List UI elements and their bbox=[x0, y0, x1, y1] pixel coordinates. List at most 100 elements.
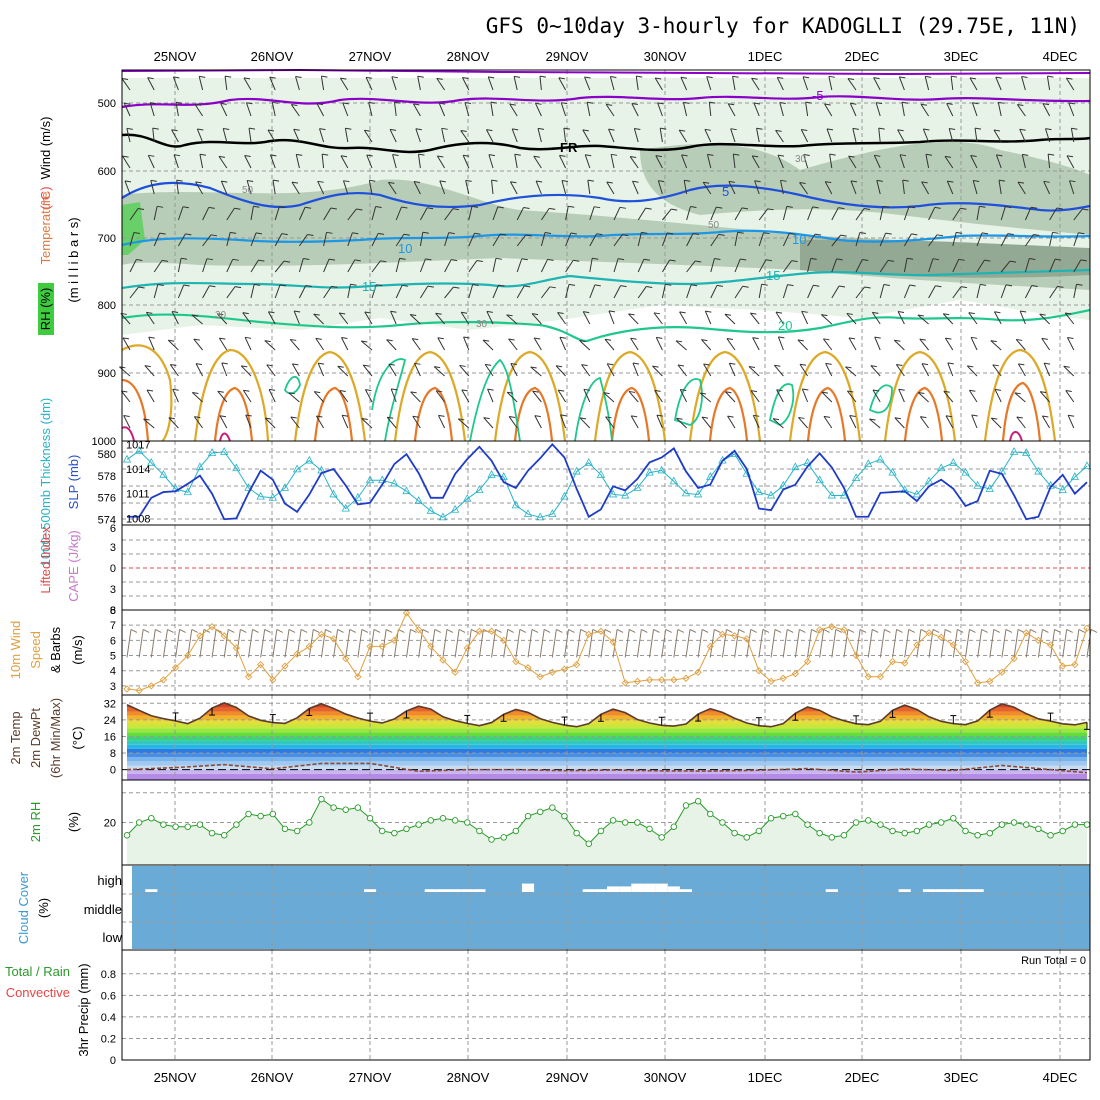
wind-barb bbox=[274, 284, 281, 299]
wind-barb bbox=[129, 208, 139, 221]
temp-color-band bbox=[127, 761, 1087, 766]
wind-barb-flag bbox=[763, 232, 770, 235]
wind-barb bbox=[675, 340, 687, 351]
rh2m-point bbox=[269, 810, 277, 818]
wind-barb-flag bbox=[606, 103, 613, 106]
wind-barb-flag bbox=[208, 206, 215, 209]
wind-barb-flag bbox=[509, 103, 516, 106]
wind-barb bbox=[219, 415, 228, 429]
wind10m-barb bbox=[223, 629, 229, 658]
wind10m-barb-flag bbox=[1078, 629, 1086, 633]
wind-barb bbox=[901, 102, 905, 117]
date-label-bottom: 30NOV bbox=[644, 1070, 687, 1085]
wind10m-point bbox=[961, 657, 970, 666]
wind-barb-flag bbox=[342, 102, 349, 105]
wind-barb-flag bbox=[920, 103, 928, 106]
cloud-high-bar bbox=[947, 889, 960, 892]
rh2m-point bbox=[245, 810, 252, 818]
wind-barb bbox=[656, 414, 663, 429]
wind10m-point bbox=[949, 641, 957, 649]
wind-barb-flag bbox=[391, 76, 398, 79]
wind-barb-flag bbox=[199, 75, 206, 78]
wind-barb-flag bbox=[474, 232, 481, 235]
wind-barb-flag bbox=[632, 362, 640, 365]
wind-barb-flag bbox=[254, 283, 261, 286]
wind10m-barb bbox=[807, 629, 813, 658]
wind-barb bbox=[1016, 104, 1026, 117]
thickness-point bbox=[353, 492, 363, 501]
wind-barb-flag bbox=[671, 208, 678, 211]
wind-barb bbox=[630, 415, 639, 429]
wind-barb-flag bbox=[716, 206, 723, 209]
wind10m-barb bbox=[964, 629, 970, 658]
contour-freezing-line bbox=[121, 133, 1091, 154]
wind-barb bbox=[976, 259, 985, 273]
wind-barb-flag bbox=[305, 285, 312, 288]
wind-barb bbox=[419, 207, 428, 221]
wind10m-barb-flag bbox=[300, 629, 308, 633]
wind-barb-flag bbox=[606, 181, 613, 184]
wind-barb-flag bbox=[998, 101, 1005, 104]
date-label-bottom: 1DEC bbox=[748, 1070, 783, 1085]
wind-barb bbox=[734, 285, 744, 299]
wind-barb bbox=[990, 340, 1002, 351]
wind-barb-flag bbox=[264, 340, 271, 343]
thickness-point bbox=[535, 512, 545, 521]
wind-barb bbox=[193, 338, 203, 351]
wind-barb-flag bbox=[266, 364, 273, 367]
wind-barb bbox=[530, 366, 542, 377]
wind-barb bbox=[1066, 337, 1075, 351]
wind10m-barb-flag bbox=[811, 629, 818, 633]
wind-barb bbox=[899, 154, 905, 169]
wind-barb bbox=[192, 392, 203, 403]
wind-barb bbox=[459, 365, 470, 377]
wind-barb bbox=[269, 76, 276, 91]
wind-barb bbox=[533, 337, 542, 351]
thickness-point bbox=[1082, 461, 1092, 469]
wind-barb-flag bbox=[175, 101, 183, 104]
wind-barb-flag bbox=[337, 365, 344, 368]
wind-barb-flag bbox=[1039, 313, 1046, 316]
wind-barb bbox=[971, 414, 978, 429]
wind-barb bbox=[946, 180, 954, 195]
wind-barb bbox=[121, 78, 131, 91]
wind-barb-flag bbox=[862, 259, 869, 262]
wind-barb-flag bbox=[677, 364, 685, 367]
wind10m-point bbox=[670, 676, 678, 684]
wind-barb bbox=[415, 128, 421, 143]
wind-barb-flag bbox=[138, 286, 145, 289]
wind-barb-flag bbox=[246, 102, 253, 105]
wind10m-point bbox=[475, 627, 484, 635]
wind10m-barb-flag bbox=[179, 629, 186, 633]
wind-barb bbox=[371, 233, 379, 247]
wind-barb-flag bbox=[506, 314, 513, 317]
rh2m-point bbox=[330, 804, 337, 811]
wind10m-barb bbox=[527, 629, 533, 658]
thickness-point bbox=[402, 486, 411, 495]
thickness-point bbox=[220, 447, 229, 455]
wind10m-barb bbox=[697, 629, 703, 658]
wind-barb-flag bbox=[185, 233, 192, 236]
wind-barb bbox=[439, 180, 446, 195]
wind-barb-flag bbox=[491, 179, 498, 182]
wind-barb bbox=[586, 102, 591, 117]
wind-barb-flag bbox=[896, 364, 903, 367]
temp-color-band bbox=[127, 769, 1087, 774]
wind-barb bbox=[605, 104, 615, 117]
wind-barb-flag bbox=[1044, 362, 1051, 365]
wind10m-barb-flag bbox=[872, 629, 879, 633]
wind-barb-flag bbox=[547, 258, 554, 261]
wind10m-point bbox=[864, 673, 872, 681]
wind-barb bbox=[1000, 233, 1009, 247]
rh2m-point bbox=[439, 815, 447, 822]
wind10m-barb bbox=[636, 629, 642, 658]
wind-barb bbox=[637, 232, 642, 247]
wind-barb bbox=[198, 76, 204, 91]
wind-barb-flag bbox=[838, 285, 846, 288]
wind-barb-flag bbox=[559, 336, 566, 339]
wind-barb bbox=[1070, 128, 1075, 143]
cloud-high-bar bbox=[922, 889, 936, 892]
date-label-bottom: 4DEC bbox=[1043, 1070, 1078, 1085]
wind-barb bbox=[583, 389, 591, 403]
